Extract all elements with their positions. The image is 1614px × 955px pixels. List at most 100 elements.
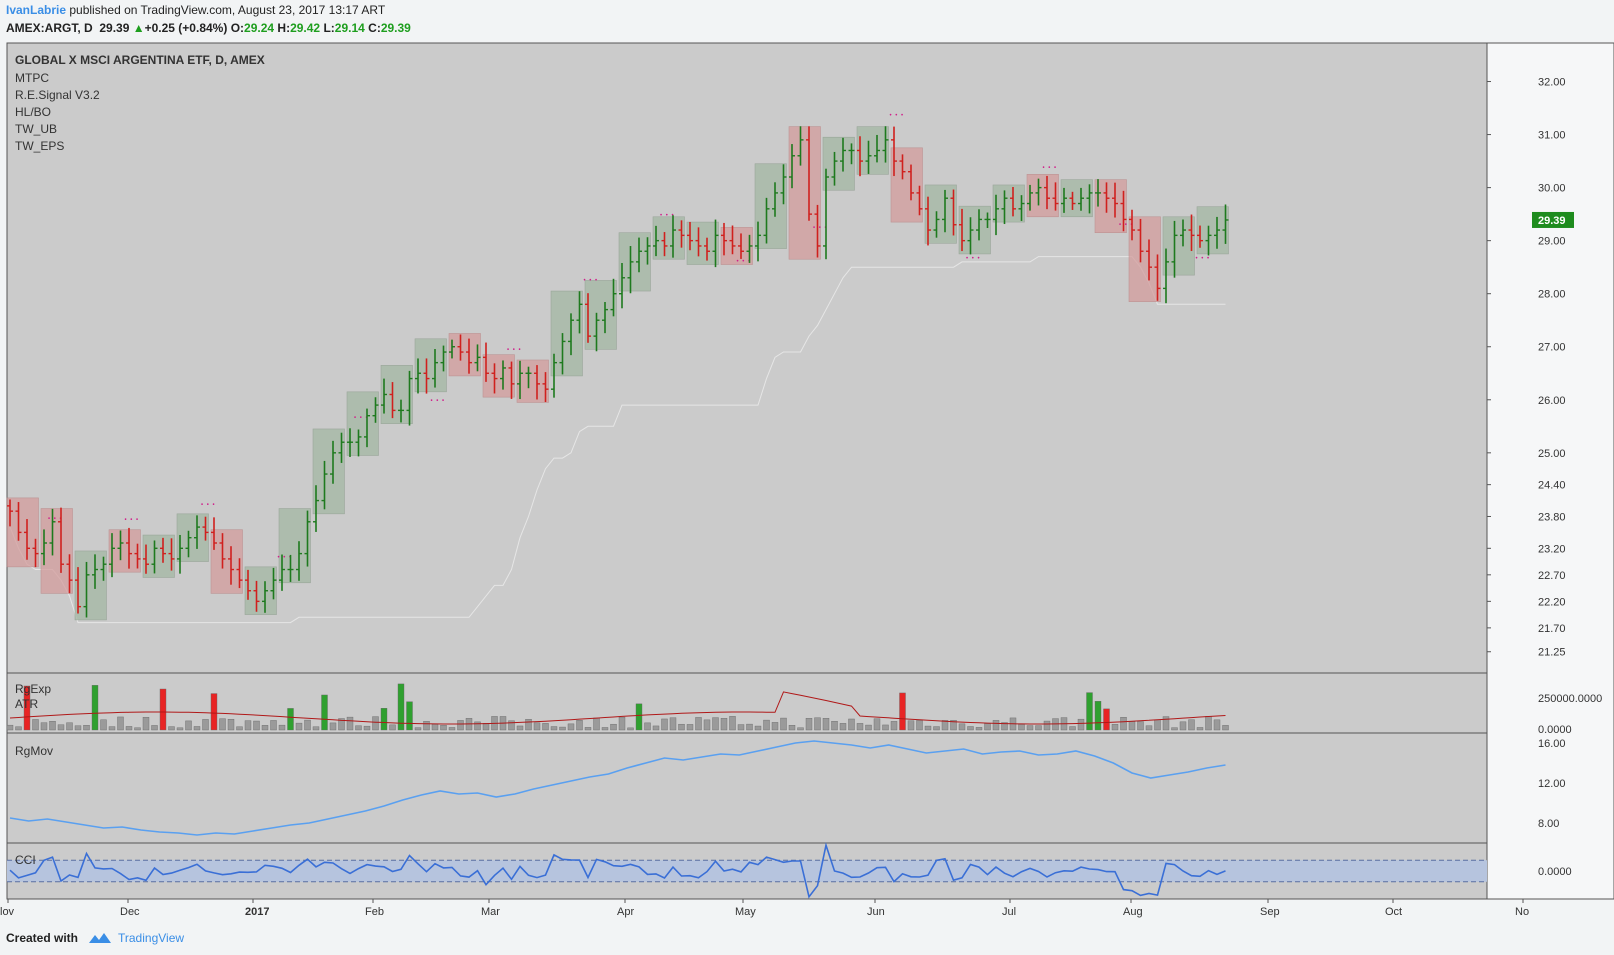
ohlc-bar (585, 293, 591, 343)
rgexp-bar (125, 726, 133, 731)
ohlc-bar (7, 499, 13, 527)
rgmov-tick-label: 16.00 (1538, 738, 1566, 750)
ohlc-line: AMEX:ARGT, D 29.39 ▲+0.25 (+0.84%) O:29.… (6, 21, 411, 35)
rgexp-bar (176, 727, 184, 731)
ohlc-bar (1146, 239, 1152, 281)
ohlc-bar (942, 189, 948, 233)
rgexp-bar (984, 723, 991, 731)
price-tick-label: 22.70 (1538, 570, 1566, 582)
ohlc-bar (389, 382, 396, 419)
open-value: 29.24 (244, 21, 275, 35)
ohlc-bar (1163, 248, 1169, 304)
rgexp-bar (780, 717, 787, 731)
price-tick-label: 26.00 (1538, 395, 1566, 407)
ohlc-bar (899, 154, 906, 180)
rgexp-bar (74, 725, 82, 731)
rgexp-bar (40, 722, 48, 731)
rgexp-bar (865, 724, 872, 731)
signal-box (720, 227, 753, 265)
ohlc-bar (780, 164, 787, 205)
rgexp-bar (533, 722, 541, 731)
ohlc-bar (1222, 204, 1229, 244)
ohlc-bar (950, 189, 957, 236)
price-pane: • • • • • • • • • • • • • • • • • • • • • • • •… (6, 53, 1574, 659)
ohlc-bar (483, 342, 489, 382)
ohlc-bar (678, 220, 685, 248)
rgexp-bar (457, 720, 464, 731)
ohlc-bar (423, 358, 430, 394)
eps-dots-marker: • • • (507, 347, 522, 353)
ohlc-bar (126, 527, 132, 569)
signal-box (992, 184, 1025, 223)
ohlc-bar (347, 428, 353, 457)
ohlc-bar (1027, 184, 1033, 211)
signal-box (74, 550, 107, 621)
ohlc-bar (525, 366, 532, 389)
rgexp-bar (278, 724, 286, 731)
rgexp-bar (1137, 721, 1144, 731)
ohlc-bar (457, 334, 464, 361)
rgexp-bar (321, 694, 328, 731)
rgexp-bar (686, 724, 694, 731)
ohlc-bar (160, 537, 166, 563)
ohlc-bar (1035, 178, 1042, 206)
ohlc-bar (406, 370, 413, 426)
eps-dots-marker: • • • (813, 226, 828, 232)
ohlc-bar (49, 508, 56, 556)
ohlc-bar (415, 358, 421, 394)
high-value: 29.42 (290, 21, 321, 35)
rgexp-tick-label: 250000.0000 (1538, 693, 1602, 705)
ohlc-bar (593, 312, 600, 352)
rgexp-bar (508, 720, 515, 731)
ohlc-bar (83, 561, 90, 618)
ohlc-bar (449, 339, 455, 359)
tradingview-brand-link[interactable]: TradingView (118, 931, 185, 945)
ohlc-bar (100, 556, 107, 581)
signal-box (822, 136, 855, 191)
signal-box (346, 391, 379, 456)
rgexp-bar (57, 724, 65, 731)
symbol-label: AMEX:ARGT, D (6, 21, 93, 35)
rgexp-bar (134, 727, 141, 731)
rgexp-bar (873, 718, 881, 731)
ohlc-bar (304, 510, 311, 567)
rgexp-bar (797, 727, 804, 731)
rgexp-bar (380, 708, 388, 731)
rgexp-bar (108, 726, 116, 731)
rgexp-bar (1222, 725, 1229, 731)
rgexp-bar (1179, 721, 1187, 731)
ohlc-bar (814, 204, 821, 258)
rgexp-bar (967, 726, 974, 731)
rgexp-bar (329, 722, 337, 731)
ohlc-bar (279, 554, 285, 591)
signal-box (6, 497, 39, 568)
indicator-legend-item: RgMov (15, 744, 53, 758)
rgmov-pane: RgMov 16.00 12.00 8.00 (9, 738, 1566, 836)
rgexp-bar (856, 723, 864, 731)
ohlc-bar (559, 333, 566, 375)
ohlc-bar (330, 440, 336, 484)
price-tick-label: 29.00 (1538, 236, 1566, 248)
rgexp-bar (270, 720, 277, 731)
rgexp-bar (295, 722, 303, 731)
rgexp-bar (287, 708, 294, 731)
ohlc-bar (372, 397, 379, 423)
price-tick-label: 23.20 (1538, 543, 1566, 555)
price-tick-label: 31.00 (1538, 130, 1566, 142)
eps-dots-marker: • • • (431, 399, 446, 405)
rgexp-bar (822, 718, 830, 731)
ohlc-bar (542, 372, 549, 403)
rgexp-bar (618, 716, 626, 731)
signal-box (516, 359, 549, 403)
ohlc-bar (151, 540, 158, 574)
author-link[interactable]: IvanLabrie (6, 3, 67, 17)
rgexp-bar (1094, 701, 1102, 731)
created-with-label: Created with (6, 931, 79, 945)
ohlc-bar (41, 529, 47, 566)
rgexp-bar (1213, 719, 1221, 731)
eps-dots-marker: • • • (737, 259, 752, 265)
ohlc-bar (576, 291, 583, 334)
ohlc-bar (134, 543, 141, 569)
rgexp-bar (1145, 725, 1153, 731)
